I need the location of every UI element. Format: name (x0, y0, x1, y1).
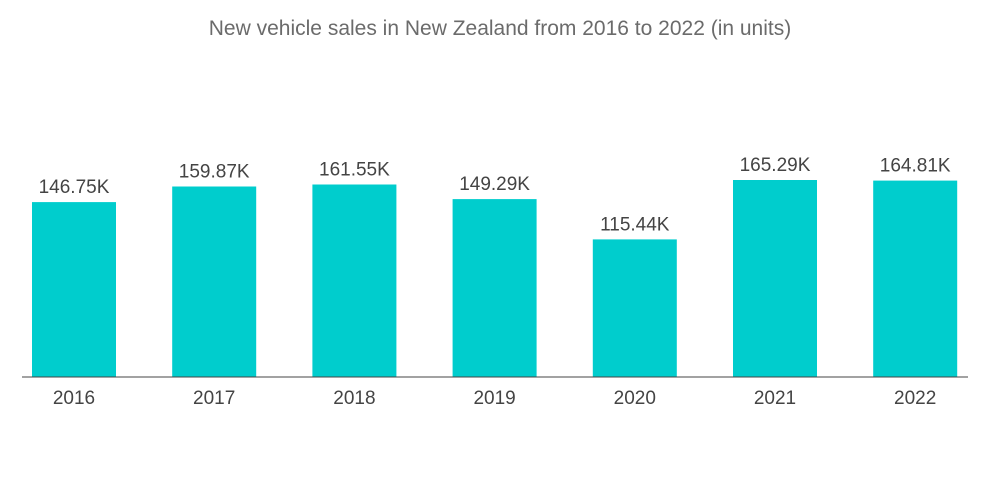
x-tick-labels-group: 2016 2017 2018 2019 2020 2021 2022 (53, 388, 936, 409)
bars-group (32, 180, 958, 377)
data-label-2022: 164.81K (880, 156, 951, 177)
bar-2016 (32, 202, 116, 377)
bar-2021 (733, 180, 817, 377)
x-tick-2017: 2017 (193, 388, 235, 409)
bar-2020 (592, 239, 677, 377)
x-tick-2018: 2018 (333, 388, 375, 409)
x-tick-2019: 2019 (473, 388, 515, 409)
bar-2018 (312, 184, 397, 377)
data-label-2020: 115.44K (600, 214, 670, 235)
bar-2017 (172, 186, 257, 377)
bar-2019 (452, 199, 537, 377)
data-label-2017: 159.87K (179, 162, 250, 183)
x-tick-2020: 2020 (614, 388, 656, 409)
x-tick-2021: 2021 (754, 388, 796, 409)
x-tick-2022: 2022 (894, 388, 936, 409)
data-labels-group: 146.75K 159.87K 161.55K 149.29K 115.44K 165.2… (39, 155, 951, 235)
bar-2022 (873, 180, 958, 377)
chart-title: New vehicle sales in New Zealand from 20… (208, 17, 792, 40)
data-label-2016: 146.75K (39, 177, 110, 198)
data-label-2018: 161.55K (319, 160, 390, 181)
data-label-2019: 149.29K (459, 174, 530, 195)
x-tick-2016: 2016 (53, 388, 95, 409)
data-label-2021: 165.29K (740, 155, 811, 176)
